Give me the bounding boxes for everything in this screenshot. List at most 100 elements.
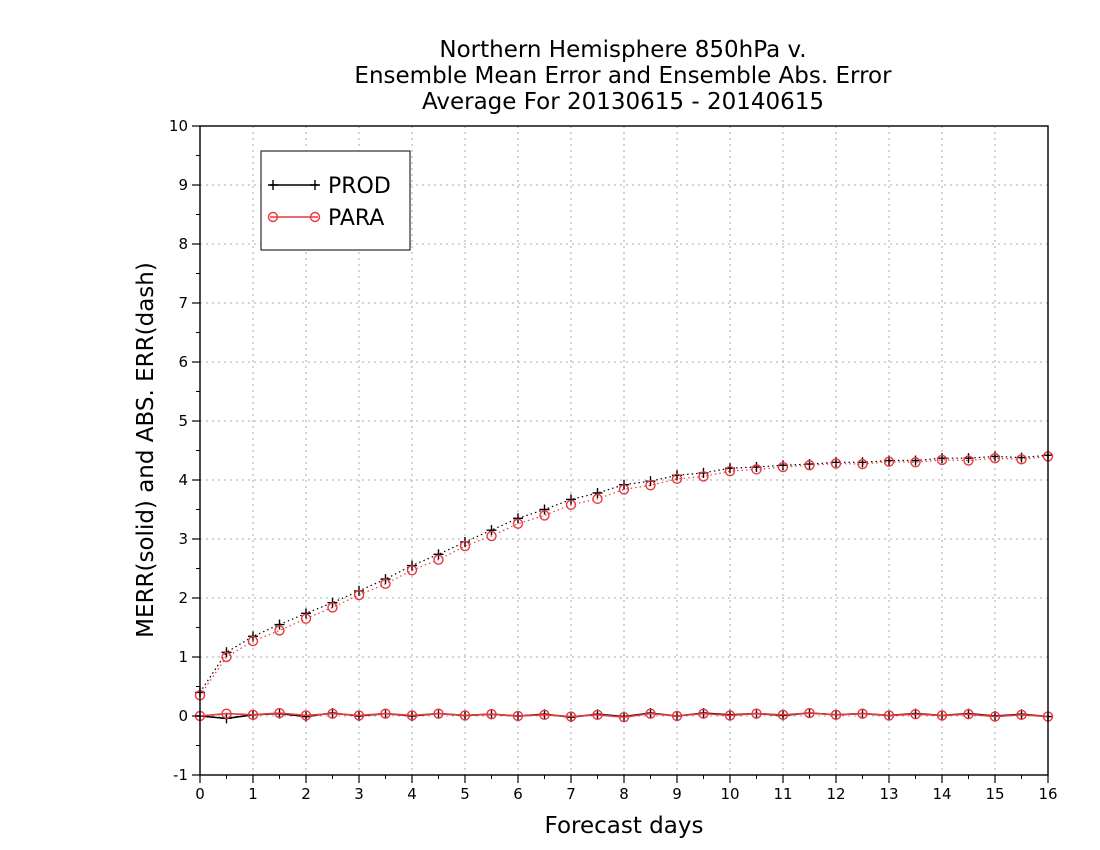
series-prod: [195, 450, 1053, 724]
point-para-abs-err: [406, 565, 418, 576]
point-para-abs-err: [751, 464, 762, 475]
point-para-abs-err: [353, 589, 365, 601]
chart-title-line-2: Ensemble Mean Error and Ensemble Abs. Er…: [354, 63, 892, 89]
point-para-mean-err: [857, 708, 868, 719]
point-para-abs-err: [1016, 454, 1027, 465]
point-para-mean-err: [459, 710, 471, 721]
point-para-abs-err: [936, 454, 948, 466]
point-para-abs-err: [380, 578, 391, 590]
point-para-mean-err: [433, 708, 444, 719]
point-para-abs-err: [433, 554, 444, 565]
point-para-mean-err: [406, 710, 418, 721]
x-tick-label: 11: [773, 785, 792, 803]
x-tick-label: 3: [354, 785, 364, 803]
point-para-mean-err: [1016, 709, 1027, 721]
point-prod-abs-err: [539, 504, 550, 515]
legend-box: [260, 150, 411, 251]
y-axis-label: MERR(solid) and ABS. ERR(dash): [133, 262, 159, 638]
point-para-mean-err: [380, 708, 391, 719]
point-para-abs-err: [618, 484, 630, 495]
x-tick-label: 12: [826, 785, 845, 803]
legend: PROD PARA: [260, 150, 411, 251]
point-para-abs-err: [910, 457, 921, 468]
point-para-mean-err: [274, 707, 285, 719]
point-para-abs-err: [539, 510, 550, 521]
y-tick-label: 0: [178, 707, 188, 725]
point-para-abs-err: [671, 473, 683, 485]
point-para-abs-err: [592, 493, 603, 505]
y-tick-label: 4: [178, 471, 188, 489]
legend-marker-para: [309, 211, 321, 223]
y-tick-label: 5: [178, 412, 188, 430]
y-tick-label: -1: [173, 766, 188, 784]
point-prod-abs-err: [274, 619, 285, 630]
point-para-abs-err: [459, 540, 471, 552]
x-tick-label: 5: [460, 785, 470, 803]
x-axis-label: Forecast days: [545, 813, 704, 839]
series-line-para-mean-err: [199, 712, 1049, 719]
x-tick-label: 9: [672, 785, 682, 803]
point-para-mean-err: [645, 708, 656, 719]
chart-title-line-3: Average For 20130615 - 20140615: [422, 89, 824, 115]
legend-label-prod: PROD: [328, 174, 391, 199]
point-prod-abs-err: [566, 494, 576, 505]
point-prod-abs-err: [592, 487, 603, 498]
point-para-abs-err: [963, 455, 974, 466]
point-para-abs-err: [857, 458, 868, 470]
point-para-mean-err: [221, 708, 232, 719]
point-para-mean-err: [910, 709, 921, 720]
x-tick-label: 16: [1038, 785, 1057, 803]
point-para-abs-err: [486, 530, 497, 542]
x-tick-label: 6: [513, 785, 523, 803]
point-para-abs-err: [327, 602, 338, 613]
point-para-abs-err: [777, 461, 789, 473]
point-para-abs-err: [724, 465, 736, 477]
point-para-abs-err: [247, 635, 259, 647]
point-para-abs-err: [989, 452, 1001, 464]
point-para-abs-err: [804, 460, 815, 471]
point-para-mean-err: [512, 710, 524, 722]
x-tick-label: 7: [566, 785, 576, 803]
x-tick-label: 15: [985, 785, 1004, 803]
point-prod-abs-err: [513, 513, 523, 524]
point-para-mean-err: [698, 708, 709, 719]
series-para: [194, 451, 1054, 723]
x-tick-label: 14: [932, 785, 951, 803]
point-para-abs-err: [645, 480, 656, 491]
point-para-mean-err: [592, 709, 603, 721]
chart-title-line-1: Northern Hemisphere 850hPa v.: [439, 37, 806, 63]
point-para-abs-err: [221, 651, 232, 663]
point-para-abs-err: [512, 518, 524, 529]
point-para-mean-err: [565, 711, 577, 722]
point-para-abs-err: [565, 499, 577, 510]
series-layer: [194, 450, 1054, 724]
x-tick-label: 2: [301, 785, 311, 803]
grid: [200, 126, 1048, 775]
x-tick-label: 13: [879, 785, 898, 803]
point-para-mean-err: [618, 711, 630, 723]
legend-marker-prod: [310, 180, 320, 190]
x-tick-label: 1: [248, 785, 258, 803]
point-para-mean-err: [989, 711, 1001, 722]
legend-marker-para: [267, 211, 279, 223]
point-para-mean-err: [300, 710, 312, 721]
point-para-mean-err: [671, 710, 683, 722]
x-tick-label: 8: [619, 785, 629, 803]
point-para-mean-err: [724, 710, 736, 721]
x-tick-label: 0: [195, 785, 205, 803]
point-prod-abs-err: [486, 525, 497, 536]
point-para-abs-err: [830, 458, 842, 469]
point-para-mean-err: [247, 709, 259, 721]
legend-marker-prod: [268, 180, 278, 190]
y-tick-label: 9: [178, 176, 188, 194]
y-tick-label: 8: [178, 235, 188, 253]
point-para-mean-err: [539, 709, 550, 721]
y-tick-label: 1: [178, 648, 188, 666]
point-para-mean-err: [963, 709, 974, 720]
point-para-mean-err: [327, 708, 338, 719]
point-para-mean-err: [936, 710, 948, 721]
point-para-mean-err: [883, 710, 895, 721]
point-para-mean-err: [777, 709, 789, 721]
